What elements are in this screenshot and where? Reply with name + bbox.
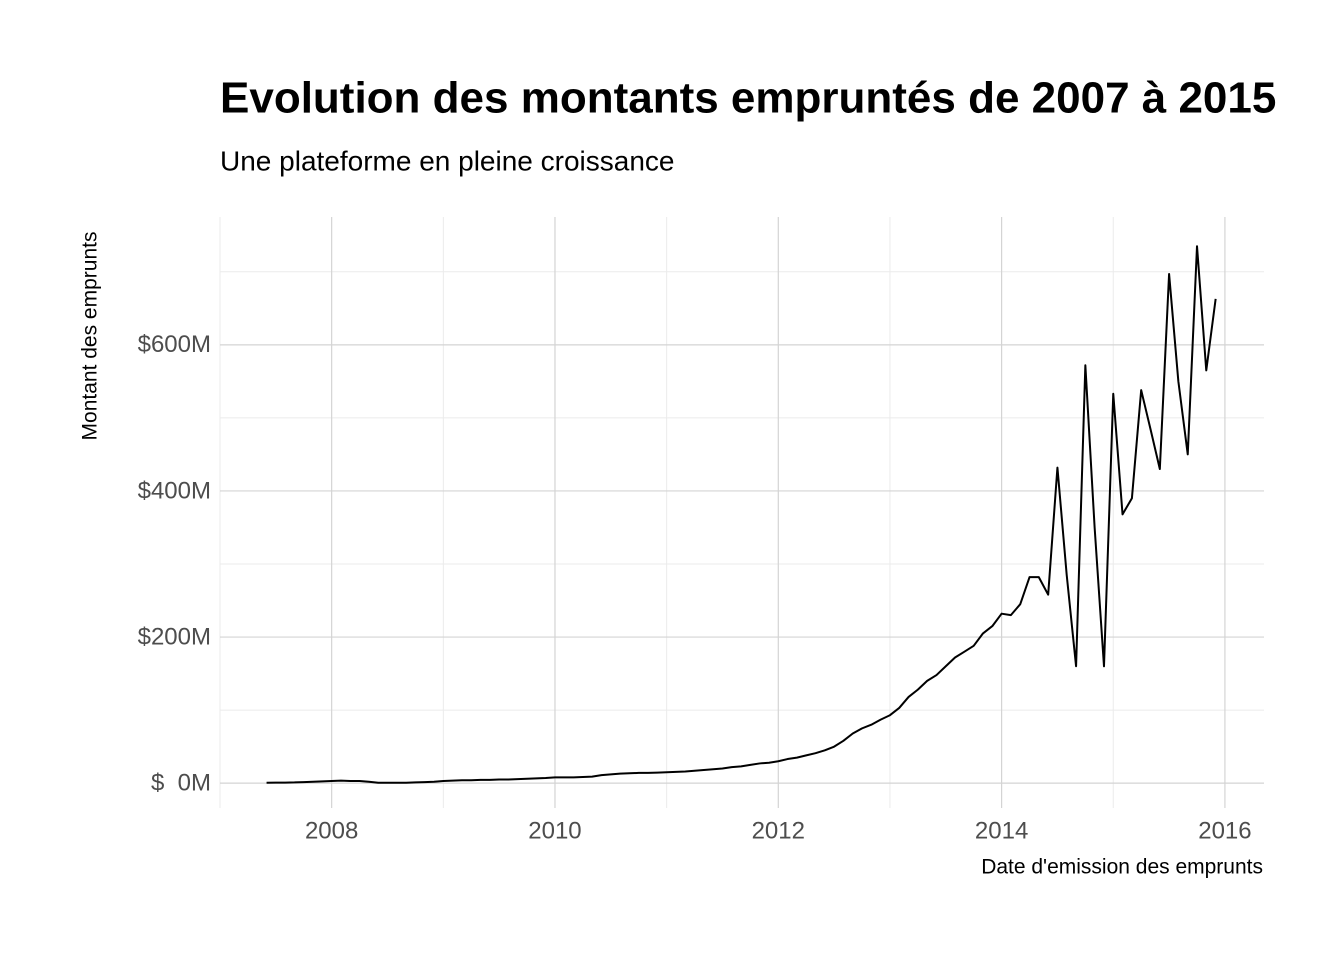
x-tick-label: 2012 bbox=[752, 817, 805, 844]
data-line bbox=[266, 245, 1217, 784]
y-tick-label: $200M bbox=[138, 623, 211, 650]
y-tick-label: $ 0M bbox=[151, 770, 211, 797]
chart-subtitle: Une plateforme en pleine croissance bbox=[220, 145, 674, 176]
y-axis-label: Montant des emprunts bbox=[79, 232, 102, 441]
x-tick-label: 2014 bbox=[975, 817, 1028, 844]
x-tick-label: 2010 bbox=[528, 817, 581, 844]
x-tick-label: 2016 bbox=[1198, 817, 1251, 844]
chart-title: Evolution des montants empruntés de 2007… bbox=[220, 74, 1276, 123]
x-tick-label: 2008 bbox=[305, 817, 358, 844]
x-axis-label: Date d'emission des emprunts bbox=[981, 856, 1263, 879]
y-tick-label: $400M bbox=[138, 477, 211, 504]
y-tick-label: $600M bbox=[138, 331, 211, 358]
